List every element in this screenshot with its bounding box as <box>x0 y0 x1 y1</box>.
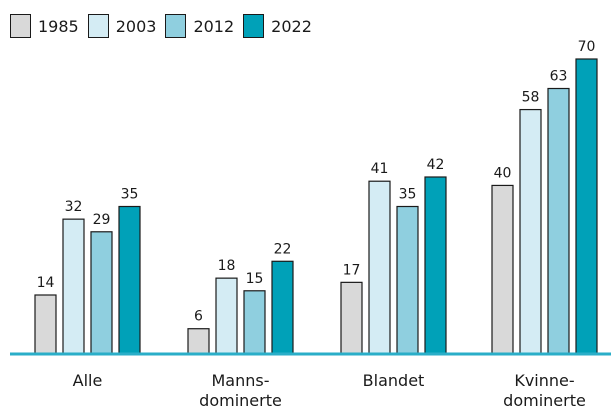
category-label-1-0: Manns- <box>212 371 270 390</box>
data-label-1985-2: 17 <box>343 262 361 278</box>
data-label-2012-3: 63 <box>550 69 568 85</box>
category-label-2-0: Blandet <box>363 371 425 390</box>
category-label-3-1: dominerte <box>503 391 586 410</box>
bar-1985-0 <box>34 294 57 355</box>
data-label-2022-1: 22 <box>274 241 292 257</box>
legend-swatch-2003 <box>87 14 109 38</box>
data-label-2003-1: 18 <box>218 258 236 274</box>
data-label-2012-2: 35 <box>399 187 417 203</box>
legend-item-2012: 2012 <box>165 14 234 38</box>
legend-swatch-1985 <box>10 14 31 38</box>
bar-2022-3 <box>575 58 598 355</box>
data-label-2012-0: 29 <box>93 212 111 228</box>
bar-2012-0 <box>90 231 113 355</box>
bar-2003-0 <box>62 218 85 355</box>
category-label-0-0: Alle <box>73 371 103 390</box>
category-label-1-1: dominerte <box>199 391 282 410</box>
bar-2003-2 <box>368 180 391 355</box>
bar-2012-1 <box>243 290 266 355</box>
data-label-1985-0: 14 <box>37 275 55 291</box>
data-label-2022-0: 35 <box>121 187 139 203</box>
legend-label-2012: 2012 <box>193 16 235 36</box>
bar-2022-0 <box>118 205 141 355</box>
data-label-2003-2: 41 <box>371 161 389 177</box>
bar-2003-3 <box>519 108 542 355</box>
data-label-2003-0: 32 <box>65 199 83 215</box>
data-label-2003-3: 58 <box>522 90 540 106</box>
bar-2003-1 <box>215 277 238 355</box>
legend-swatch-2022 <box>243 14 265 38</box>
data-label-1985-1: 6 <box>194 309 203 325</box>
category-label-3-0: Kvinne- <box>514 371 574 390</box>
bar-2022-2 <box>424 176 447 355</box>
bar-2012-3 <box>547 87 570 355</box>
legend-swatch-2012 <box>165 14 187 38</box>
bar-1985-1 <box>187 328 210 355</box>
legend-item-2003: 2003 <box>87 14 157 38</box>
legend: 1985 2003 2012 2022 <box>10 12 321 40</box>
legend-label-2003: 2003 <box>115 16 157 36</box>
legend-label-2022: 2022 <box>271 16 312 36</box>
bar-1985-2 <box>340 281 363 355</box>
legend-label-1985: 1985 <box>38 16 79 36</box>
legend-item-1985: 1985 <box>10 14 79 38</box>
bar-1985-3 <box>491 184 514 355</box>
data-label-2022-2: 42 <box>427 157 445 173</box>
bar-2012-2 <box>396 205 419 355</box>
bar-2022-1 <box>271 260 294 355</box>
legend-item-2022: 2022 <box>243 14 312 38</box>
data-label-2022-3: 70 <box>578 39 596 55</box>
data-label-1985-3: 40 <box>494 165 512 181</box>
data-label-2012-1: 15 <box>246 271 264 287</box>
